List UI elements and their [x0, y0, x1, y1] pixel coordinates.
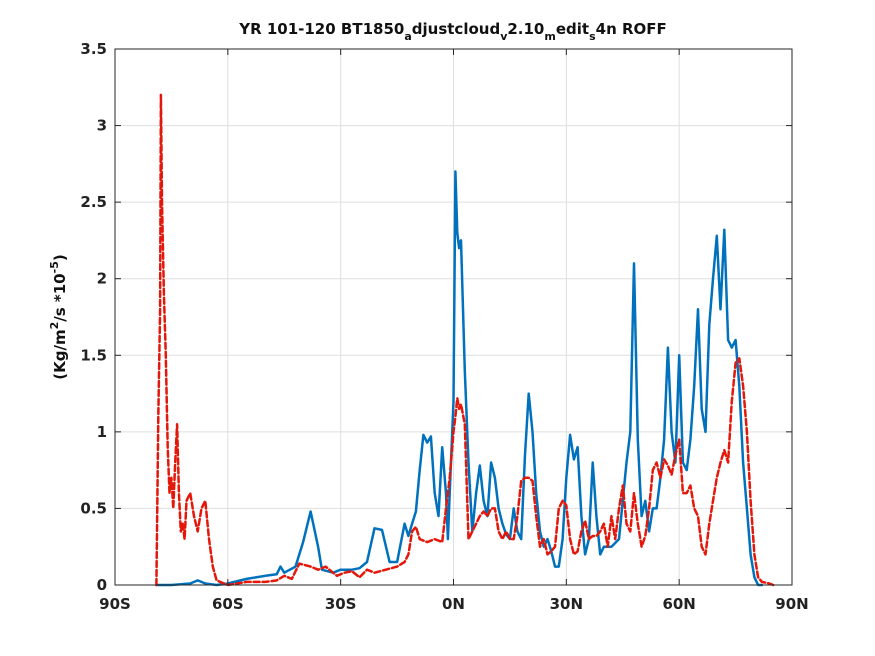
y-tick-label: 2: [97, 270, 107, 288]
series-layer: [155, 93, 775, 587]
y-axis: 0 0.5 1 1.5 2 2.5 3 3.5: [80, 40, 792, 594]
series-line-1: [155, 170, 764, 587]
x-tick-label: 60N: [662, 595, 695, 613]
x-axis: 90S 60S 30S 0N 30N 60N 90N: [99, 49, 809, 613]
series-line-2: [155, 93, 775, 587]
y-tick-label: 1: [97, 423, 107, 441]
y-tick-label: 2.5: [80, 193, 107, 211]
x-tick-label: 0N: [442, 595, 465, 613]
x-tick-label: 60S: [212, 595, 244, 613]
y-tick-label: 0: [97, 576, 107, 594]
y-tick-label: 3: [97, 117, 107, 135]
x-tick-label: 90N: [775, 595, 808, 613]
chart-title: YR 101-120 BT1850adjustcloudv2.10medits4…: [238, 20, 667, 43]
x-tick-label: 90S: [99, 595, 131, 613]
y-tick-label: 1.5: [80, 346, 107, 364]
x-tick-label: 30N: [550, 595, 583, 613]
y-tick-label: 0.5: [80, 499, 107, 517]
y-axis-label: (Kg/m2/s *10-5): [48, 254, 69, 379]
x-tick-label: 30S: [325, 595, 357, 613]
y-tick-label: 3.5: [80, 40, 107, 58]
